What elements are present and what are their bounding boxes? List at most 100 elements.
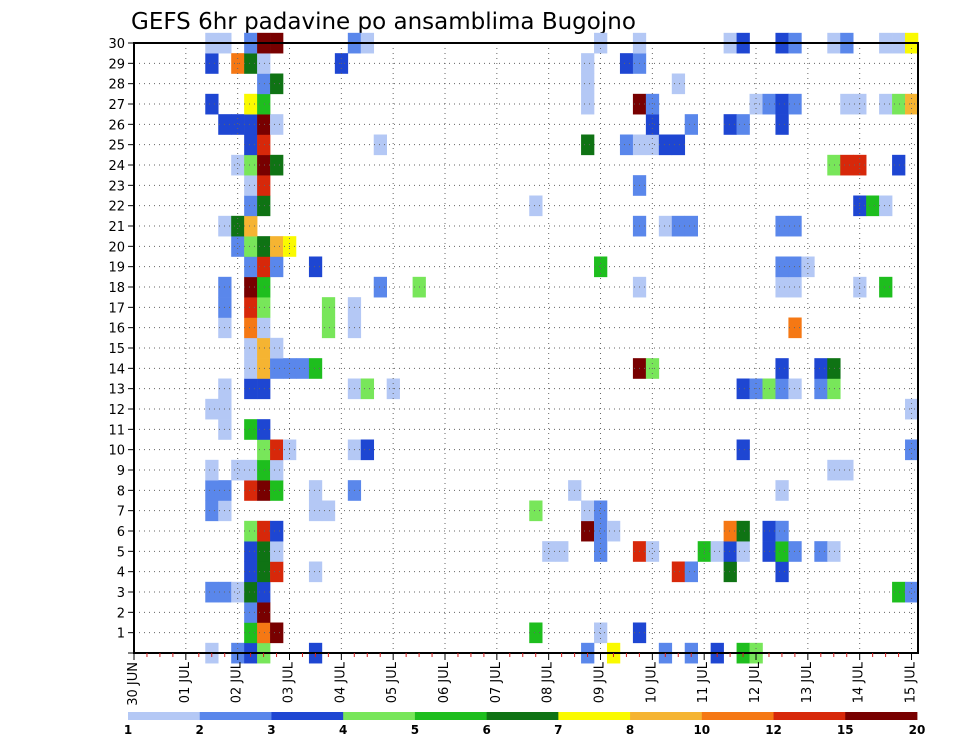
heat-cell [710,541,724,562]
y-tick-label: 12 [108,403,125,418]
heat-cell [736,378,750,400]
heat-cell [788,378,802,400]
heat-cell [775,561,789,583]
heat-cell [684,114,698,135]
heat-cell [788,317,802,339]
heat-cell [373,134,387,156]
x-tick-label: 09 JUL [593,661,608,703]
heat-cell [619,53,634,74]
y-tick-label: 9 [117,464,125,479]
x-axis: 30 JUN 01 JUL 02 JUL 03 JUL 04 JUL 05 JUL 06 J… [126,653,919,706]
heat-cell [775,480,789,501]
heat-cell [257,297,271,318]
heat-cell [736,541,750,562]
heat-cell [879,195,893,217]
heat-cell [594,622,608,644]
heat-cell [645,134,660,156]
heat-cell [775,114,789,135]
heat-cell [308,480,323,501]
heat-cell [244,195,258,217]
heat-cell [257,581,271,603]
heat-cell [257,337,271,359]
heat-cell [270,358,284,379]
heat-cell [257,154,271,176]
heat-cell [257,276,271,298]
heat-cell [244,236,258,257]
x-tick-label: 10 JUL [644,661,659,703]
colorbar-swatch [486,712,559,720]
chart-title: GEFS 6hr padavine po ansamblima Bugojno [131,9,636,35]
heat-cell [373,276,387,298]
heat-cell [270,73,284,95]
heat-cell [257,602,271,623]
heat-cell [736,520,750,542]
colorbar-label: 5 [411,723,419,737]
y-tick-label: 27 [108,98,125,113]
y-tick-label: 13 [108,383,125,398]
y-tick-label: 8 [117,484,125,499]
heat-cell [594,541,608,562]
heat-cell [257,480,271,501]
heat-cell [244,297,258,318]
heat-cell [775,256,789,278]
heat-cell [244,276,258,298]
heat-cell [658,134,673,156]
heat-cell [619,134,634,156]
y-tick-label: 3 [117,586,125,601]
x-tick-label: 04 JUL [333,661,348,703]
heat-cell [244,581,258,603]
x-tick-label: 11 JUL [696,661,711,703]
heat-cell [594,256,608,278]
heat-cell [775,520,789,542]
heat-cell [244,561,258,583]
colorbar-label: 3 [267,723,275,737]
heat-cell [270,337,284,359]
heat-cell [257,114,271,135]
heat-cell [244,53,258,74]
heat-cell [257,134,271,156]
y-tick-label: 4 [117,566,125,581]
heat-cell [270,480,284,501]
colorbar-swatch [701,712,774,720]
heat-cell [581,53,595,74]
heat-cell [645,93,660,115]
heat-cell [827,378,841,400]
colorbar-label: 2 [196,723,204,737]
heat-cell [581,520,595,542]
x-tick-label: 12 JUL [748,661,763,703]
heat-cell [581,500,595,522]
heat-cell [671,134,686,156]
colorbar-swatch [558,712,631,720]
heat-cell [270,256,284,278]
heat-cell [257,459,271,481]
heat-cell [775,93,789,115]
heat-cell [775,541,789,562]
y-tick-label: 10 [108,444,125,459]
heat-cell [308,256,323,278]
heat-cell [257,195,271,217]
y-tick-label: 14 [108,362,125,377]
heat-cell [308,500,323,522]
heat-cell [723,114,737,135]
y-tick-label: 17 [108,301,125,316]
y-tick-label: 15 [108,342,125,357]
heat-cell [205,500,219,522]
heat-cell [775,276,789,298]
y-axis: 1234567891011121314151617181920212223242… [108,37,134,654]
heat-cell [814,541,828,562]
heat-cell [840,93,854,115]
heat-cell [231,236,245,257]
heat-cell [788,541,802,562]
heat-cell [244,317,258,339]
heat-cell [205,53,219,74]
heat-cell [257,419,271,440]
heat-cell [905,439,919,461]
y-tick-label: 28 [108,78,125,93]
heat-cell [205,581,219,603]
heat-cell [270,154,284,176]
heat-cell [555,541,569,562]
heat-cell [840,459,854,481]
colorbar-swatch [128,712,201,720]
colorbar-label: 15 [837,723,854,737]
heat-cell [244,114,258,135]
